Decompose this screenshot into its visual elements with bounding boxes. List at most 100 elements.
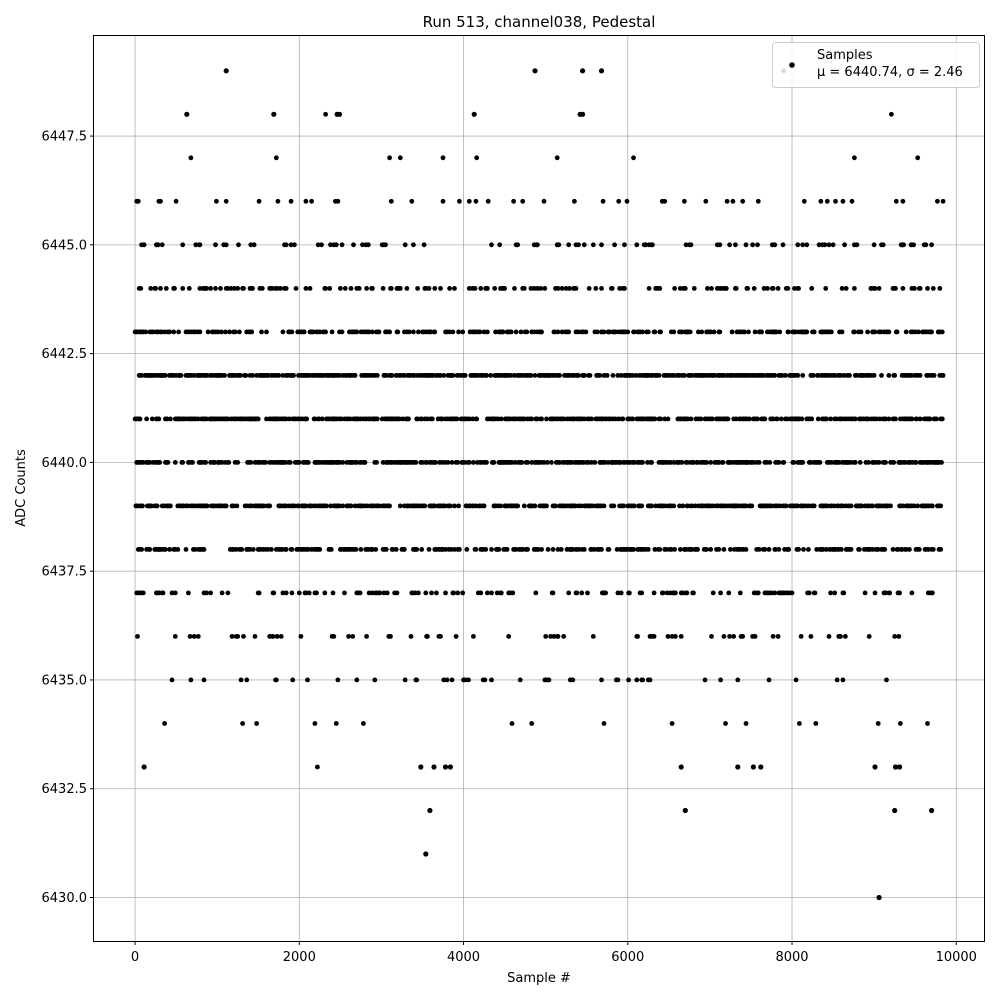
data-point bbox=[828, 590, 833, 596]
data-point bbox=[532, 68, 538, 74]
data-point bbox=[400, 416, 406, 422]
data-point bbox=[532, 503, 538, 509]
data-point bbox=[680, 590, 686, 596]
data-point bbox=[466, 198, 472, 204]
data-point bbox=[448, 547, 454, 552]
data-point bbox=[689, 373, 695, 378]
data-point bbox=[165, 460, 171, 465]
data-point bbox=[808, 460, 814, 465]
data-point bbox=[751, 460, 756, 465]
data-point bbox=[817, 460, 823, 465]
data-point bbox=[704, 460, 709, 465]
data-point bbox=[743, 721, 749, 726]
data-point bbox=[685, 460, 691, 465]
data-point bbox=[795, 503, 801, 509]
data-point bbox=[749, 503, 755, 509]
data-point bbox=[324, 503, 329, 509]
data-point bbox=[518, 329, 524, 335]
data-point bbox=[935, 198, 940, 204]
data-point bbox=[489, 677, 494, 683]
data-point bbox=[423, 590, 429, 596]
data-point bbox=[650, 242, 655, 248]
data-point bbox=[912, 286, 917, 291]
data-point bbox=[303, 590, 309, 596]
data-point bbox=[836, 460, 842, 465]
data-point bbox=[558, 547, 564, 552]
data-point bbox=[683, 242, 689, 248]
data-point bbox=[409, 198, 415, 204]
data-point bbox=[155, 242, 161, 248]
data-point bbox=[339, 329, 345, 335]
data-point bbox=[772, 590, 778, 596]
data-point bbox=[669, 721, 675, 726]
data-point bbox=[929, 242, 934, 248]
data-point bbox=[630, 373, 636, 378]
data-point bbox=[580, 68, 586, 74]
data-point bbox=[360, 242, 365, 248]
data-point bbox=[175, 547, 181, 552]
data-point bbox=[502, 286, 507, 291]
data-point bbox=[511, 198, 516, 204]
data-point bbox=[601, 329, 607, 335]
data-point bbox=[265, 547, 271, 552]
data-point bbox=[488, 373, 493, 378]
data-point bbox=[191, 373, 197, 378]
data-point bbox=[186, 590, 191, 596]
data-point bbox=[149, 416, 155, 422]
data-point bbox=[143, 329, 149, 335]
data-point bbox=[900, 286, 906, 291]
data-point bbox=[925, 547, 931, 552]
data-point bbox=[364, 634, 369, 639]
data-point bbox=[354, 329, 360, 335]
legend-series-name: Samples bbox=[817, 48, 873, 63]
data-point bbox=[506, 634, 512, 639]
data-point bbox=[448, 503, 453, 509]
data-point bbox=[219, 590, 225, 596]
data-point bbox=[147, 547, 153, 552]
data-point bbox=[682, 286, 688, 291]
data-point bbox=[301, 329, 307, 335]
data-point bbox=[265, 373, 271, 378]
data-point bbox=[692, 503, 698, 509]
data-point bbox=[925, 286, 930, 291]
data-point bbox=[497, 242, 503, 248]
data-point bbox=[908, 373, 914, 378]
data-point bbox=[524, 329, 530, 335]
data-point bbox=[235, 286, 241, 291]
data-point bbox=[370, 590, 375, 596]
data-point bbox=[624, 198, 630, 204]
data-point bbox=[735, 677, 741, 683]
data-point bbox=[581, 460, 586, 465]
data-point bbox=[510, 590, 516, 596]
data-point bbox=[162, 721, 168, 726]
data-point bbox=[271, 590, 277, 596]
data-point bbox=[517, 677, 523, 683]
data-point bbox=[201, 547, 207, 552]
data-point bbox=[717, 242, 723, 248]
data-point bbox=[618, 590, 624, 596]
data-point bbox=[377, 590, 383, 596]
data-point bbox=[426, 547, 432, 552]
data-point bbox=[416, 329, 421, 335]
data-point bbox=[370, 329, 375, 335]
data-point bbox=[761, 286, 767, 291]
data-point bbox=[450, 373, 456, 378]
data-point bbox=[765, 286, 770, 291]
data-point bbox=[528, 373, 534, 378]
data-point bbox=[492, 286, 498, 291]
data-point bbox=[840, 198, 846, 204]
data-point bbox=[691, 286, 697, 291]
data-point bbox=[252, 634, 258, 639]
data-point bbox=[795, 242, 801, 248]
data-point bbox=[677, 547, 683, 552]
data-point bbox=[671, 460, 677, 465]
data-point bbox=[471, 111, 477, 117]
data-point bbox=[604, 373, 610, 378]
data-point bbox=[678, 764, 684, 770]
data-point bbox=[927, 416, 933, 422]
data-point bbox=[191, 634, 197, 639]
data-point bbox=[337, 503, 342, 509]
data-point bbox=[601, 503, 607, 509]
data-point bbox=[485, 198, 491, 204]
data-point bbox=[691, 460, 696, 465]
